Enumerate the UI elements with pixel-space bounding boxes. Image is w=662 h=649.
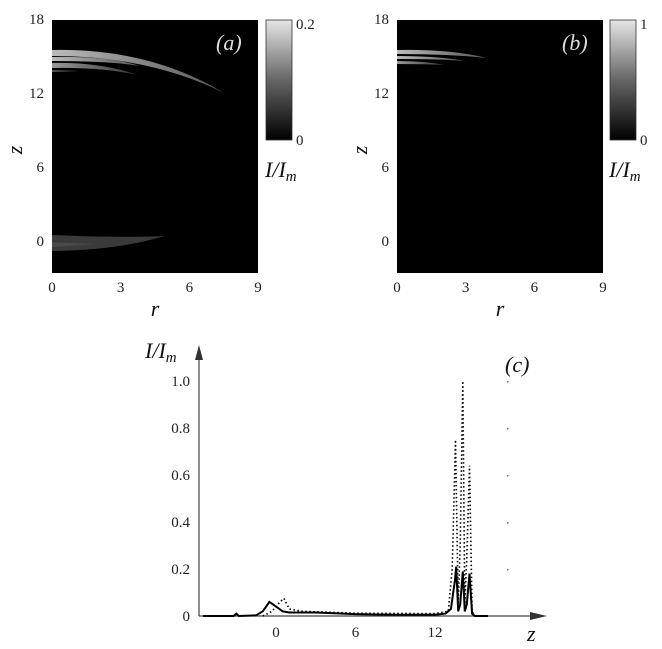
x-tick-label: 6 [186,280,194,296]
colorbar-a-label: I/Im [264,157,297,185]
edge-dot [507,475,509,477]
colorbar-a [265,19,293,141]
panel-label-c: (c) [505,352,529,377]
colorbar-a-min: 0 [296,133,304,149]
x-tick-label: 0 [393,280,401,296]
x-axis-label: r [496,296,505,321]
intensity-arc-3 [52,62,138,75]
x-tick-label: 6 [352,625,360,641]
x-tick-label: 3 [462,280,470,296]
y-tick-label: 6 [37,160,45,176]
edge-dot [507,428,509,430]
heatmap-a [52,20,258,273]
y-axis-label-c: I/Im [144,338,177,366]
y-tick-label: 0.6 [171,468,190,484]
intensity-lobe-bottom-inner [52,242,95,247]
x-axis-arrow [530,612,547,620]
heatmap-b [397,20,603,273]
y-tick-label: 18 [374,12,389,28]
y-tick-label: 0 [183,609,191,625]
colorbar-b-max: 1 [640,17,648,33]
colorbar-b-label: I/Im [608,157,641,185]
x-tick-label: 6 [531,280,539,296]
y-tick-label: 1.0 [171,374,190,390]
colorbar-b [609,19,637,141]
intensity-arc-4 [52,70,80,72]
panel-label-b: (b) [562,30,588,55]
x-tick-label: 12 [428,625,443,641]
panel-label-a: (a) [216,30,242,55]
y-tick-label: 18 [29,12,44,28]
y-tick-label: 6 [382,160,390,176]
y-tick-label: 12 [374,86,389,102]
y-tick-label: 0.2 [171,562,190,578]
series-dotted-line [262,380,476,617]
x-tick-label: 0 [272,625,280,641]
y-axis-label: z [2,145,27,155]
y-tick-label: 0.8 [171,421,190,437]
y-axis-label: z [347,145,372,155]
edge-dot [507,569,509,571]
panel-a: (a) 18 12 6 0 0 3 6 9 r z 0.2 0 I/Im [2,12,315,321]
intensity-arc-2 [397,56,465,61]
series-solid-line [203,566,488,618]
y-tick-label: 0 [382,234,390,250]
x-axis-label: r [151,296,160,321]
intensity-arc-main [52,49,224,93]
colorbar-a-max: 0.2 [296,17,315,33]
x-tick-label: 0 [48,280,56,296]
panel-b: (b) 18 12 6 0 0 3 6 9 r z 1 0 I/Im [347,12,648,321]
intensity-arc-2 [52,56,140,66]
edge-dot [507,522,509,524]
x-tick-label: 9 [254,280,262,296]
panel-c: I/Im z (c) 0 0.2 0.4 0.6 0.8 1.0 0 6 12 [144,338,547,646]
intensity-arc-3 [397,61,445,65]
intensity-arc-main [397,49,487,58]
intensity-lobe-bottom [52,235,164,251]
x-axis-label-c: z [526,621,536,646]
x-tick-label: 3 [117,280,125,296]
y-tick-label: 12 [29,86,44,102]
edge-dot [507,381,509,383]
y-tick-label: 0.4 [171,515,190,531]
y-axis-arrow [195,345,203,360]
colorbar-b-min: 0 [640,133,648,149]
y-tick-label: 0 [37,234,45,250]
x-tick-label: 9 [599,280,607,296]
